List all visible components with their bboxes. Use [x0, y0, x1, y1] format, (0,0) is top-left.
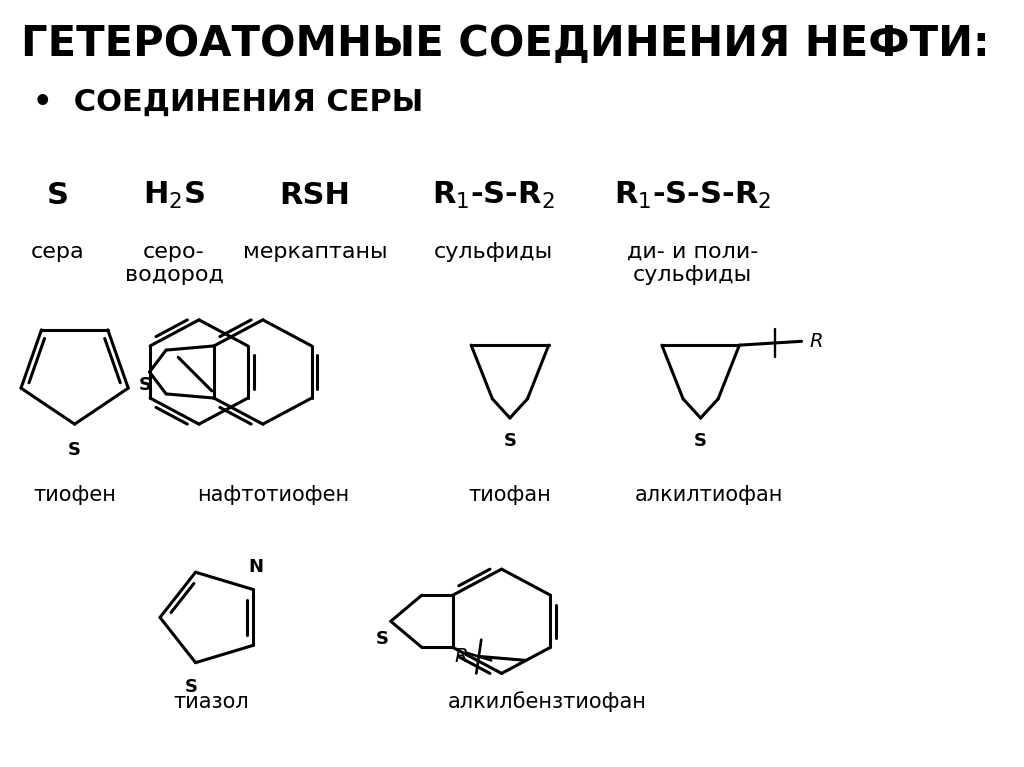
Text: R$_1$-S-R$_2$: R$_1$-S-R$_2$	[432, 180, 555, 211]
Text: S: S	[504, 432, 516, 449]
Text: алкилтиофан: алкилтиофан	[635, 485, 783, 505]
Text: R: R	[455, 647, 468, 666]
Text: R: R	[810, 332, 823, 351]
Text: N: N	[248, 558, 263, 576]
Text: серо-
водород: серо- водород	[125, 242, 223, 285]
Text: H$_2$S: H$_2$S	[143, 180, 205, 211]
Text: S: S	[376, 630, 389, 648]
Text: нафтотиофен: нафтотиофен	[198, 485, 349, 505]
Text: S: S	[47, 181, 69, 210]
Text: тиазол: тиазол	[173, 692, 249, 712]
Text: S: S	[185, 678, 198, 696]
Text: S: S	[139, 376, 152, 393]
Text: ГЕТЕРОАТОМНЫЕ СОЕДИНЕНИЯ НЕФТИ:: ГЕТЕРОАТОМНЫЕ СОЕДИНЕНИЯ НЕФТИ:	[20, 23, 989, 65]
Text: тиофан: тиофан	[469, 485, 551, 505]
Text: сульфиды: сульфиды	[434, 242, 553, 262]
Text: тиофен: тиофен	[33, 485, 116, 505]
Text: S: S	[69, 441, 81, 459]
Text: S: S	[694, 432, 708, 449]
Text: R$_1$-S-S-R$_2$: R$_1$-S-S-R$_2$	[613, 180, 771, 211]
Text: меркаптаны: меркаптаны	[243, 242, 387, 262]
Text: RSH: RSH	[280, 181, 350, 210]
Text: сера: сера	[31, 242, 85, 262]
Text: •  СОЕДИНЕНИЯ СЕРЫ: • СОЕДИНЕНИЯ СЕРЫ	[33, 88, 423, 117]
Text: алкилбензтиофан: алкилбензтиофан	[447, 691, 647, 713]
Text: ди- и поли-
сульфиды: ди- и поли- сульфиды	[627, 242, 758, 285]
